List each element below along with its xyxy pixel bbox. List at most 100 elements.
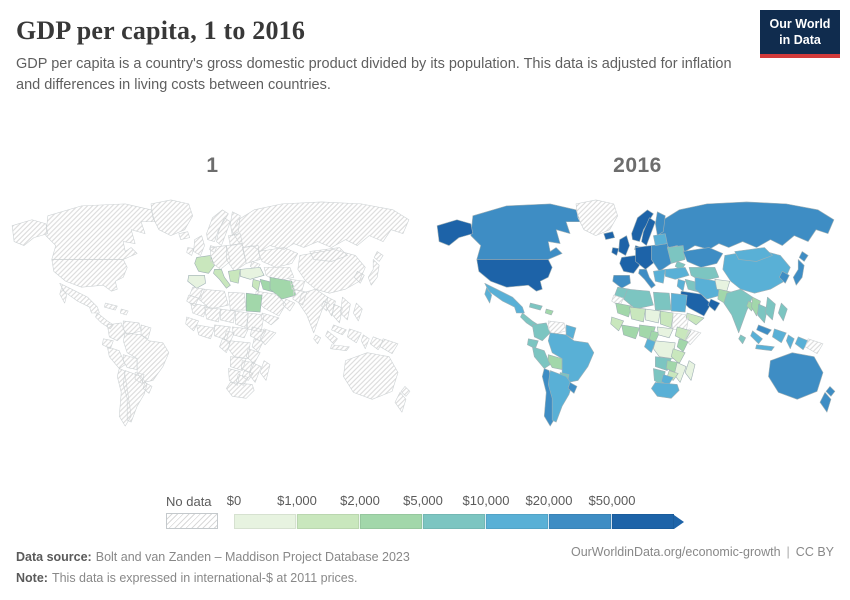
country-afghanistan[interactable] <box>714 278 731 292</box>
country-mali[interactable] <box>204 306 221 323</box>
country-madagascar[interactable] <box>259 360 271 381</box>
country-bolivia[interactable] <box>547 354 563 370</box>
country-guyanas[interactable] <box>140 324 152 340</box>
country-chad[interactable] <box>235 310 249 329</box>
country-gabon-congo[interactable] <box>219 338 231 353</box>
country-ukraine[interactable] <box>666 245 686 264</box>
country-gulf[interactable] <box>282 298 296 312</box>
country-sri-lanka[interactable] <box>313 334 321 345</box>
country-uruguay[interactable] <box>142 382 153 394</box>
country-png[interactable] <box>804 338 824 354</box>
country-car[interactable] <box>232 326 249 339</box>
country-mauritania[interactable] <box>190 302 207 318</box>
country-mexico[interactable] <box>484 282 525 314</box>
country-balkans[interactable] <box>653 269 666 284</box>
country-ireland[interactable] <box>186 247 194 256</box>
country-somalia[interactable] <box>684 328 702 346</box>
country-china[interactable] <box>297 249 366 294</box>
country-iceland[interactable] <box>603 231 615 240</box>
country-balkans[interactable] <box>228 269 241 284</box>
country-colombia[interactable] <box>107 322 126 342</box>
country-mongolia[interactable] <box>309 247 348 262</box>
country-afghanistan[interactable] <box>289 278 306 292</box>
country-korea[interactable] <box>779 271 790 284</box>
country-india[interactable] <box>723 288 753 334</box>
country-new-guinea-west[interactable] <box>369 336 384 351</box>
country-senegal-guinea[interactable] <box>610 316 624 332</box>
legend-bin-b0[interactable]: $0 <box>227 493 296 529</box>
country-hispaniola[interactable] <box>119 308 129 316</box>
country-west-africa[interactable] <box>196 324 215 340</box>
country-finland[interactable] <box>655 211 666 236</box>
country-alaska[interactable] <box>436 219 474 246</box>
country-india[interactable] <box>298 288 328 334</box>
country-egypt[interactable] <box>245 292 263 313</box>
country-greenland[interactable] <box>150 199 193 236</box>
country-south-africa[interactable] <box>651 382 680 399</box>
country-libya[interactable] <box>653 291 672 311</box>
country-vietnam[interactable] <box>765 296 776 321</box>
legend-bin-b50k[interactable]: $50,000 <box>589 493 674 529</box>
country-argentina[interactable] <box>547 370 573 423</box>
country-myanmar[interactable] <box>326 296 336 317</box>
country-central-europe[interactable] <box>210 245 231 270</box>
legend-bin-b1k[interactable]: $1,000 <box>277 493 359 529</box>
country-brazil[interactable] <box>547 332 595 383</box>
country-malaysia[interactable] <box>756 324 772 336</box>
country-sri-lanka[interactable] <box>738 334 746 345</box>
country-iberia[interactable] <box>612 275 631 289</box>
country-brazil[interactable] <box>122 332 170 383</box>
country-colombia[interactable] <box>532 322 551 342</box>
country-niger[interactable] <box>220 308 236 324</box>
country-sweden[interactable] <box>641 217 656 246</box>
country-niger[interactable] <box>645 308 661 324</box>
country-south-africa[interactable] <box>226 382 255 399</box>
country-mozambique[interactable] <box>673 362 687 383</box>
country-cuba[interactable] <box>104 302 118 311</box>
country-chad[interactable] <box>660 310 674 329</box>
country-ukraine[interactable] <box>241 245 261 264</box>
country-sweden[interactable] <box>216 217 231 246</box>
country-ireland[interactable] <box>611 247 619 256</box>
country-belarus-baltics[interactable] <box>653 233 668 246</box>
country-thailand[interactable] <box>757 303 768 324</box>
country-algeria[interactable] <box>198 288 229 310</box>
country-philippines[interactable] <box>778 302 788 322</box>
country-canada[interactable] <box>45 203 156 260</box>
country-central-europe[interactable] <box>635 245 656 270</box>
country-argentina[interactable] <box>122 370 148 423</box>
country-iceland[interactable] <box>178 231 190 240</box>
country-mozambique[interactable] <box>248 362 262 383</box>
country-australia[interactable] <box>768 352 824 400</box>
country-mexico[interactable] <box>59 282 100 314</box>
country-somalia[interactable] <box>259 328 277 346</box>
country-kenya[interactable] <box>676 338 689 352</box>
country-china[interactable] <box>722 249 791 294</box>
country-canada[interactable] <box>470 203 581 260</box>
country-japan[interactable] <box>367 251 384 286</box>
country-uruguay[interactable] <box>567 382 578 394</box>
country-venezuela[interactable] <box>547 320 567 336</box>
country-drc[interactable] <box>228 340 251 359</box>
country-new-guinea-west[interactable] <box>794 336 809 351</box>
legend-nodata-swatch[interactable] <box>166 513 218 529</box>
country-vietnam[interactable] <box>340 296 351 321</box>
country-indonesia[interactable] <box>750 328 795 352</box>
country-bolivia[interactable] <box>122 354 138 370</box>
country-algeria[interactable] <box>623 288 654 310</box>
legend-bin-b10k[interactable]: $10,000 <box>463 493 548 529</box>
country-greenland[interactable] <box>575 199 618 236</box>
country-peru[interactable] <box>107 346 126 369</box>
country-kazakhstan[interactable] <box>257 247 299 268</box>
country-levant[interactable] <box>251 278 261 292</box>
country-gabon-congo[interactable] <box>644 338 656 353</box>
country-car[interactable] <box>657 326 674 339</box>
country-iran[interactable] <box>269 276 297 300</box>
country-venezuela[interactable] <box>122 320 142 336</box>
country-new-zealand[interactable] <box>394 386 411 413</box>
country-madagascar[interactable] <box>684 360 696 381</box>
country-thailand[interactable] <box>332 303 343 324</box>
country-iran[interactable] <box>694 276 722 300</box>
country-guyanas[interactable] <box>565 324 577 340</box>
owid-logo[interactable]: Our World in Data <box>760 10 840 58</box>
